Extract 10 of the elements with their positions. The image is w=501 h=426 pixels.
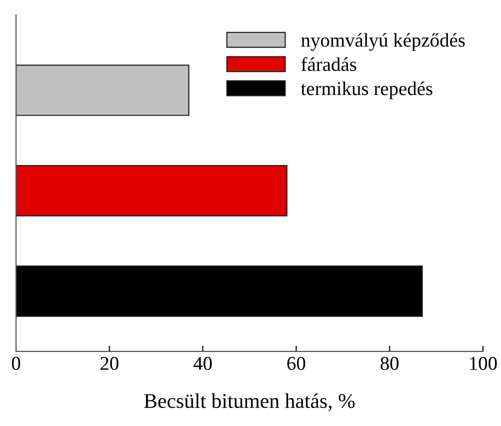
x-tick-label: 40 (193, 356, 212, 370)
legend-label: termikus repedés (300, 81, 432, 100)
x-tick-label: 80 (380, 356, 399, 370)
x-tick-label: 20 (100, 356, 118, 370)
x-axis-title: Becsült bitumen hatás, % (144, 393, 355, 412)
legend-label: nyomvályú képződés (301, 33, 465, 51)
x-tick-label: 60 (287, 356, 306, 370)
x-tick-label: 0 (12, 356, 20, 370)
legend-label: fáradás (301, 57, 356, 72)
x-tick-label: 100 (470, 356, 497, 370)
